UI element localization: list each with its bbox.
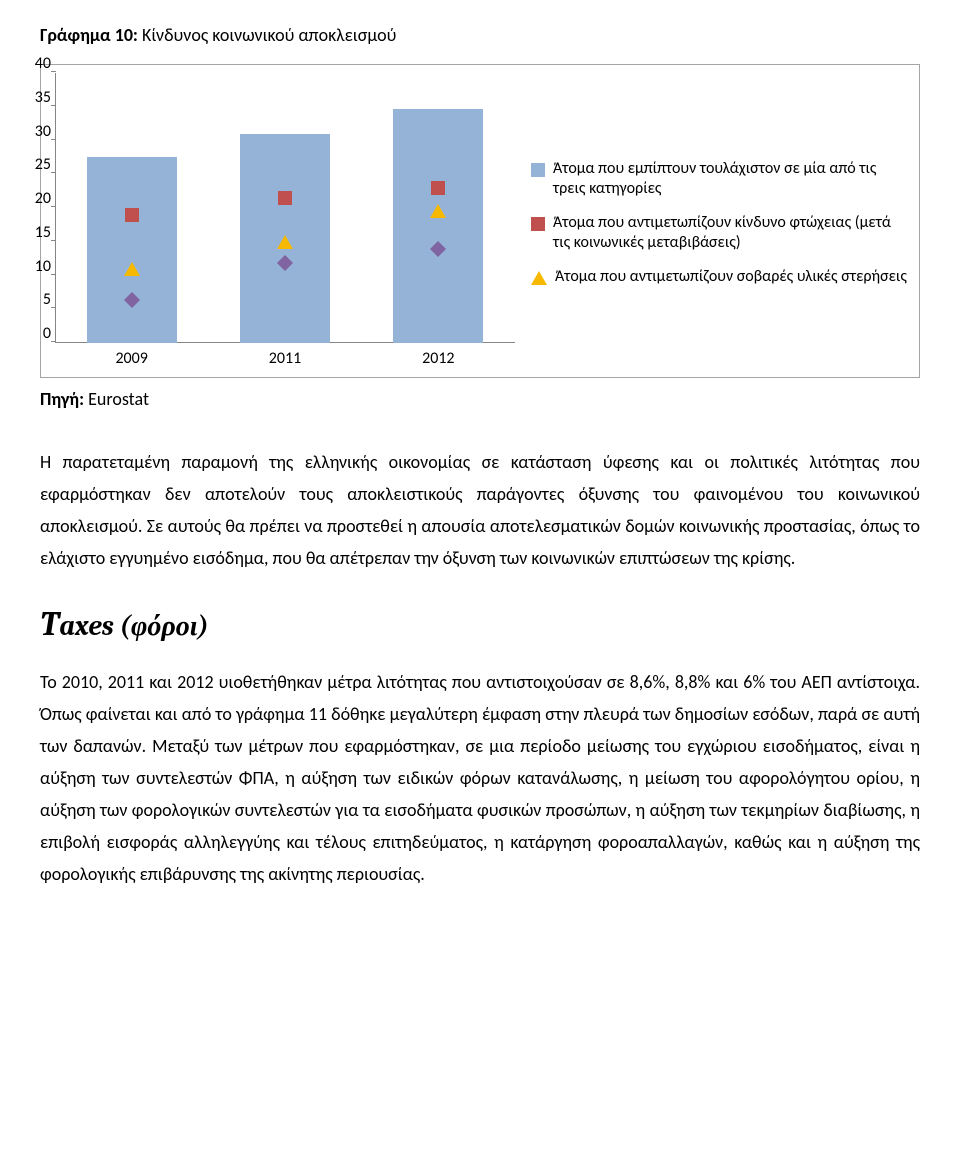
plot-area: 4035302520151050 200920112012 — [51, 73, 515, 373]
x-tick-label: 2009 — [55, 345, 208, 373]
marker-diamond — [124, 292, 140, 300]
source-label: Πηγή: — [40, 388, 84, 410]
legend: Άτομα που εμπίπτουν τουλάχιστον σε μία α… — [525, 73, 909, 373]
bar-slot — [55, 73, 208, 343]
chart-heading: Γράφημα 10: Κίνδυνος κοινωνικού αποκλεισ… — [40, 24, 920, 46]
marker-triangle — [124, 262, 140, 276]
bar-slot — [362, 73, 515, 343]
square-swatch-icon — [531, 163, 545, 177]
marker-square — [278, 191, 292, 205]
legend-item: Άτομα που αντιμετωπίζουν σοβαρές υλικές … — [531, 267, 909, 287]
section-rest: axes (φόροι) — [59, 610, 208, 642]
x-tick-label: 2012 — [362, 345, 515, 373]
section-taxes-heading: Taxes (φόροι) — [40, 604, 920, 644]
bar — [87, 157, 177, 343]
marker-triangle — [430, 204, 446, 218]
chart-number: Γράφημα 10: — [40, 24, 138, 46]
legend-label: Άτομα που αντιμετωπίζουν σοβαρές υλικές … — [555, 267, 909, 287]
x-tick-label: 2011 — [208, 345, 361, 373]
legend-item: Άτομα που εμπίπτουν τουλάχιστον σε μία α… — [531, 159, 909, 199]
bars-layer — [55, 73, 515, 343]
legend-label: Άτομα που αντιμετωπίζουν κίνδυνο φτώχεια… — [553, 213, 909, 253]
x-axis: 200920112012 — [55, 345, 515, 373]
legend-item: Άτομα που αντιμετωπίζουν κίνδυνο φτώχεια… — [531, 213, 909, 253]
section-initial: T — [40, 604, 59, 644]
marker-diamond — [430, 241, 446, 249]
chart-title-text: Κίνδυνος κοινωνικού αποκλεισμού — [142, 24, 396, 46]
paragraph-2: Το 2010, 2011 και 2012 υιοθετήθηκαν μέτρ… — [40, 666, 920, 890]
paragraph-1: Η παρατεταμένη παραμονή της ελληνικής οι… — [40, 446, 920, 574]
chart-box: 4035302520151050 200920112012 Άτομα που … — [40, 64, 920, 378]
legend-label: Άτομα που εμπίπτουν τουλάχιστον σε μία α… — [553, 159, 909, 199]
triangle-swatch-icon — [531, 271, 547, 285]
plot: 200920112012 — [55, 73, 515, 373]
square-swatch-icon — [531, 217, 545, 231]
marker-square — [431, 181, 445, 195]
source-value: Eurostat — [88, 388, 149, 410]
marker-triangle — [277, 235, 293, 249]
bar — [393, 109, 483, 343]
marker-diamond — [277, 255, 293, 263]
bar-slot — [208, 73, 361, 343]
marker-square — [125, 208, 139, 222]
source-line: Πηγή: Eurostat — [40, 388, 920, 410]
